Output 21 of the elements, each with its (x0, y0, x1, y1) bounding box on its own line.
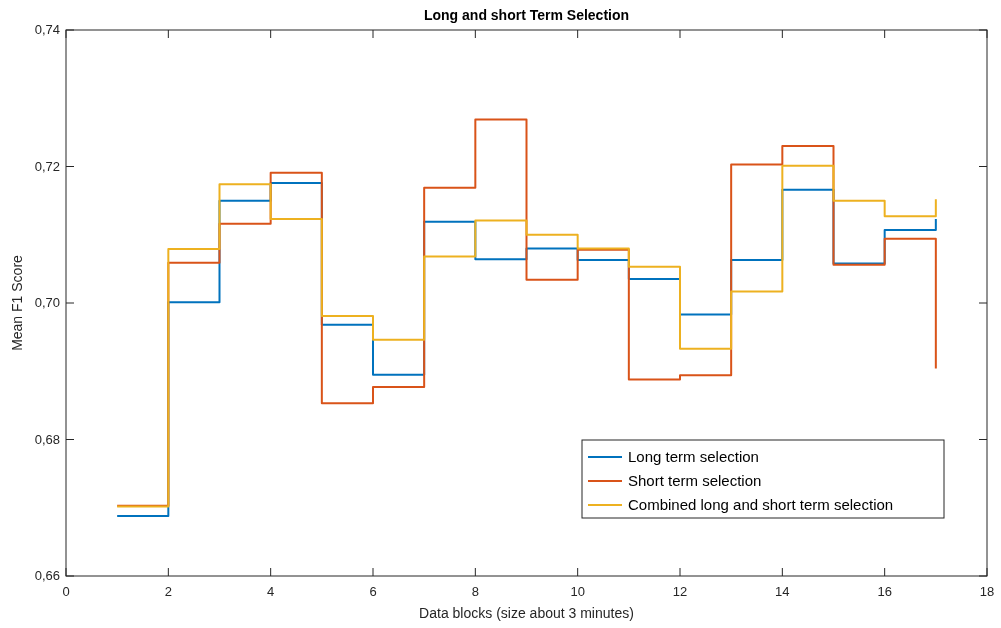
x-axis-title: Data blocks (size about 3 minutes) (419, 605, 634, 621)
y-tick-label: 0,72 (34, 158, 60, 174)
y-axis-title: Mean F1 Score (9, 254, 25, 351)
x-tick-label: 2 (164, 584, 172, 599)
x-tick-label: 0 (62, 584, 70, 599)
x-tick-label: 8 (471, 584, 479, 599)
x-tick-label: 16 (877, 584, 892, 599)
chart-title: Long and short Term Selection (423, 7, 630, 23)
y-tick-label: 0,66 (34, 568, 60, 583)
legend-label: Short term selection (628, 472, 762, 489)
x-tick-label: 18 (979, 584, 995, 599)
x-tick-label: 10 (570, 584, 585, 599)
x-tick-label: 4 (267, 584, 275, 599)
y-tick-label: 0,74 (34, 22, 60, 37)
y-tick-label: 0,68 (34, 431, 60, 447)
x-tick-label: 14 (775, 584, 790, 599)
legend-label: Combined long and short term selection (628, 496, 894, 513)
x-tick-label: 12 (672, 584, 688, 599)
legend-label: Long term selection (628, 448, 759, 465)
y-tick-label: 0,70 (34, 295, 60, 310)
x-tick-label: 6 (369, 584, 377, 599)
